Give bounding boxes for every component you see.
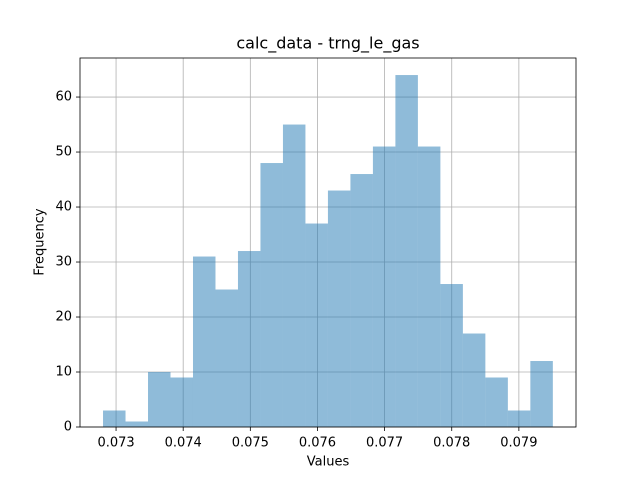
bar <box>507 410 531 427</box>
bar <box>440 284 463 427</box>
y-tick-label: 30 <box>55 255 72 270</box>
y-tick-label: 60 <box>55 90 72 105</box>
x-tick-label: 0.075 <box>232 436 269 451</box>
plot-frame <box>79 57 577 428</box>
bar <box>148 372 171 427</box>
bar <box>282 124 306 427</box>
bar <box>372 146 396 427</box>
bar <box>417 146 441 427</box>
y-tick-label: 10 <box>55 365 72 380</box>
y-tick-label: 20 <box>55 310 72 325</box>
y-axis-label: Frequency <box>33 208 48 275</box>
chart-title: calc_data - trng_le_gas <box>236 34 419 54</box>
x-tick-label: 0.076 <box>299 436 336 451</box>
bar <box>192 256 216 427</box>
bar <box>485 377 508 427</box>
bar <box>237 251 261 427</box>
bar <box>530 361 553 427</box>
bar <box>170 377 193 427</box>
x-axis-label: Values <box>307 455 350 470</box>
x-tick-label: 0.077 <box>366 436 403 451</box>
bar <box>103 410 126 427</box>
x-tick-label: 0.073 <box>97 436 134 451</box>
y-tick-label: 50 <box>55 145 72 160</box>
y-tick-label: 40 <box>55 200 72 215</box>
bar <box>305 223 328 427</box>
bar <box>215 289 238 427</box>
bar <box>125 421 149 427</box>
bar <box>260 163 283 427</box>
bar <box>462 333 486 427</box>
bar <box>327 190 351 427</box>
bar <box>350 174 373 427</box>
y-tick-label: 0 <box>64 420 72 435</box>
bar <box>395 75 418 427</box>
x-tick-label: 0.074 <box>165 436 202 451</box>
x-tick-label: 0.079 <box>500 436 537 451</box>
x-tick-label: 0.078 <box>433 436 470 451</box>
